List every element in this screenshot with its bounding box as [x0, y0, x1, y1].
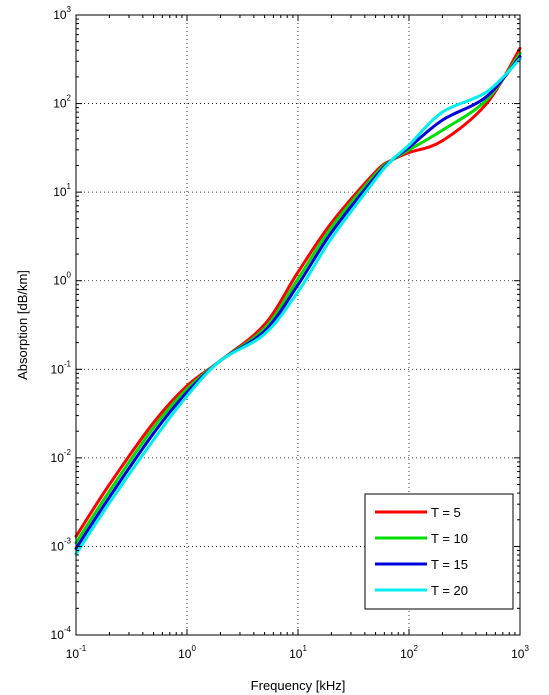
y-tick-exponent: 1: [67, 182, 72, 191]
legend: T = 5 T = 10 T = 15 T = 20: [364, 493, 514, 610]
y-tick-exponent: 2: [67, 94, 72, 103]
y-tick-exponent: -1: [64, 359, 72, 368]
y-tick-label: 103: [53, 5, 71, 22]
x-tick-base: 10: [178, 647, 192, 661]
y-tick-label: 102: [53, 94, 71, 111]
x-tick-base: 10: [400, 647, 414, 661]
legend-label: T = 5: [431, 505, 461, 520]
x-tick-base: 10: [66, 647, 80, 661]
y-tick-exponent: 3: [67, 5, 72, 14]
y-tick-label: 101: [53, 182, 71, 199]
y-tick-exponent: -4: [64, 625, 72, 634]
x-tick-base: 10: [289, 647, 303, 661]
y-tick-exponent: -3: [64, 536, 72, 545]
y-tick-exponent: -2: [64, 448, 72, 457]
x-tick-exponent: 0: [191, 644, 196, 653]
y-tick-label: 10-1: [51, 359, 72, 376]
x-tick-base: 10: [511, 647, 525, 661]
y-tick-base: 10: [51, 451, 65, 465]
y-tick-base: 10: [53, 185, 67, 199]
x-tick-exponent: 1: [302, 644, 307, 653]
x-tick-exponent: 3: [524, 644, 529, 653]
x-tick-label: 102: [400, 644, 418, 661]
x-tick-label: 103: [511, 644, 529, 661]
x-axis-label: Frequency [kHz]: [251, 678, 346, 693]
y-tick-label: 100: [53, 271, 71, 288]
y-tick-label: 10-2: [51, 448, 72, 465]
x-tick-exponent: 2: [413, 644, 418, 653]
y-tick-base: 10: [53, 274, 67, 288]
x-tick-label: 10-1: [66, 644, 87, 661]
y-tick-label: 10-4: [51, 625, 72, 642]
y-tick-exponent: 0: [67, 271, 72, 280]
y-tick-base: 10: [51, 362, 65, 376]
y-tick-base: 10: [51, 628, 65, 642]
tick-marks: [75, 14, 521, 636]
y-tick-base: 10: [53, 8, 67, 22]
y-tick-base: 10: [53, 97, 67, 111]
x-tick-label: 100: [178, 644, 196, 661]
series-line-3: [74, 55, 522, 550]
y-tick-label: 10-3: [51, 536, 72, 553]
series-line-2: [74, 51, 522, 545]
x-tick-exponent: -1: [79, 644, 87, 653]
x-tick-label: 101: [289, 644, 307, 661]
y-axis-label: Absorption [dB/km]: [15, 270, 30, 380]
x-tick-labels: 10-1 100 101 102 103: [66, 644, 530, 661]
series-line-4: [74, 57, 522, 556]
legend-label: T = 20: [431, 583, 468, 598]
legend-label: T = 10: [431, 531, 468, 546]
series-line-1: [74, 46, 522, 538]
series-layer: [74, 46, 522, 556]
legend-label: T = 15: [431, 557, 468, 572]
y-tick-base: 10: [51, 539, 65, 553]
